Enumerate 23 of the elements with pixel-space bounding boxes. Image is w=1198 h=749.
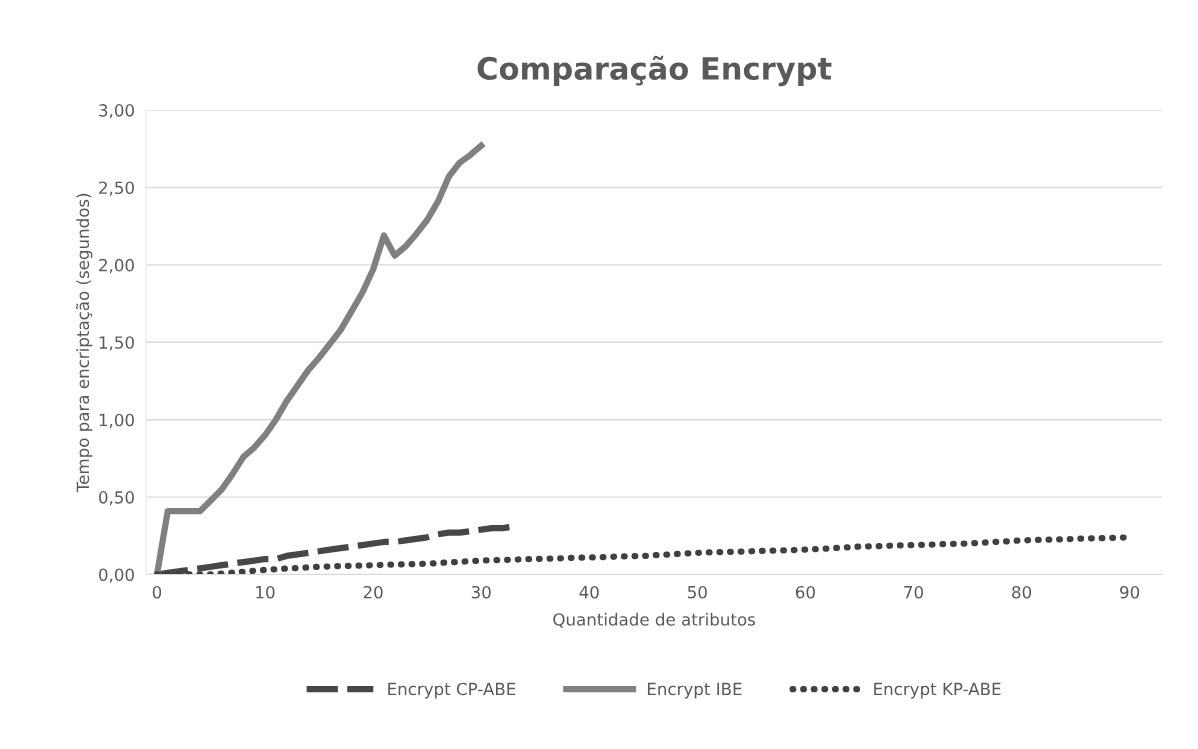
- y-axis-title: Tempo para encriptação (segundos): [75, 193, 93, 493]
- x-tick-label: 60: [795, 585, 815, 599]
- y-tick-label: 3,00: [99, 104, 134, 119]
- x-tick-label: 30: [471, 585, 491, 599]
- y-tick-label: 1,00: [99, 413, 134, 428]
- x-tick-label: 70: [904, 585, 923, 599]
- x-tick-label: 90: [1120, 585, 1140, 599]
- x-tick-label: 50: [688, 585, 707, 599]
- x-tick-label: 80: [1012, 585, 1032, 599]
- legend-label: Encrypt KP-ABE: [874, 682, 1001, 699]
- x-tick-label: 40: [579, 585, 599, 599]
- y-tick-label: 1,50: [99, 336, 134, 351]
- chart-title: Comparação Encrypt: [477, 55, 832, 87]
- y-tick-label: 0,50: [99, 491, 134, 506]
- y-tick-label: 2,00: [99, 258, 134, 274]
- legend-label: Encrypt CP-ABE: [388, 682, 516, 699]
- x-axis-title: Quantidade de atributos: [553, 612, 756, 628]
- x-tick-label: 20: [363, 585, 383, 599]
- y-tick-label: 0,00: [99, 568, 134, 583]
- x-tick-label: 0: [152, 585, 162, 599]
- legend-label: Encrypt IBE: [647, 682, 742, 699]
- x-tick-label: 10: [256, 585, 275, 599]
- y-tick-label: 2,50: [99, 181, 134, 196]
